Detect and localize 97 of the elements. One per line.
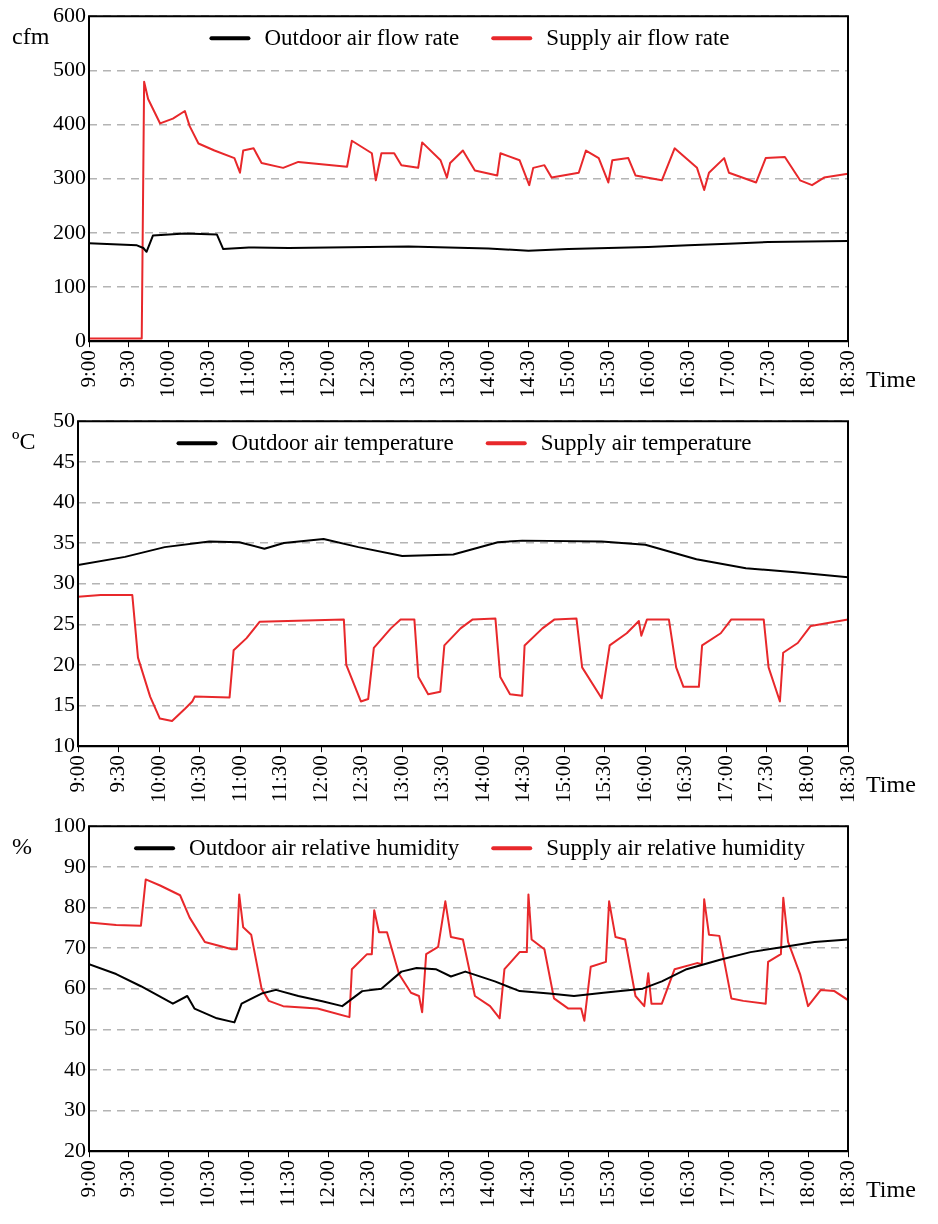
x-tick-label: 13:00 — [388, 755, 413, 804]
y-tick-label: 50 — [64, 1015, 86, 1041]
x-tick-label: 12:30 — [348, 755, 373, 804]
x-tick-label: 14:30 — [514, 350, 539, 399]
x-tick-label: 17:30 — [754, 350, 779, 399]
y-tick-label: 0 — [75, 326, 86, 352]
x-tick-label: 14:00 — [474, 1160, 499, 1209]
y-tick-label: 600 — [53, 1, 86, 27]
x-tick-label: 17:00 — [714, 350, 739, 399]
y-tick-label: 20 — [64, 1136, 86, 1162]
x-tick-label: 14:30 — [510, 755, 535, 804]
x-tick-label: 17:00 — [714, 1160, 739, 1209]
y-tick-label: 70 — [64, 933, 86, 959]
x-tick-label: 10:30 — [195, 350, 220, 399]
y-tick-label: 500 — [53, 56, 86, 82]
x-tick-label: 12:30 — [355, 350, 380, 399]
x-axis-title: Time — [866, 1176, 916, 1203]
y-tick-label: 90 — [64, 852, 86, 878]
legend-label: Supply air flow rate — [546, 25, 730, 51]
legend-label: Outdoor air temperature — [231, 430, 454, 456]
y-tick-label: 35 — [53, 528, 75, 554]
x-tick-label: 14:00 — [474, 350, 499, 399]
y-tick-label: 30 — [53, 569, 75, 595]
y-axis-title: ºC — [12, 428, 36, 455]
x-tick-label: 10:30 — [186, 755, 211, 804]
x-tick-label: 14:00 — [469, 755, 494, 804]
y-tick-label: 40 — [64, 1055, 86, 1081]
x-tick-label: 17:00 — [712, 755, 737, 804]
y-tick-label: 45 — [53, 447, 75, 473]
x-tick-label: 11:00 — [235, 350, 260, 398]
legend-label: Supply air relative humidity — [546, 835, 806, 861]
x-tick-label: 10:00 — [155, 350, 180, 399]
x-tick-label: 9:30 — [115, 350, 140, 388]
y-tick-label: 200 — [53, 218, 86, 244]
x-tick-label: 13:30 — [435, 1160, 460, 1209]
x-tick-label: 18:30 — [834, 755, 859, 804]
x-tick-label: 18:30 — [834, 1160, 859, 1209]
x-tick-label: 10:00 — [145, 755, 170, 804]
x-tick-label: 13:00 — [395, 1160, 420, 1209]
x-tick-label: 9:00 — [75, 1160, 100, 1198]
x-tick-label: 14:30 — [514, 1160, 539, 1209]
legend-label: Outdoor air flow rate — [264, 25, 460, 51]
x-tick-label: 15:00 — [554, 1160, 579, 1209]
y-tick-label: 400 — [53, 110, 86, 136]
x-tick-label: 17:30 — [754, 1160, 779, 1209]
y-tick-label: 15 — [53, 691, 75, 717]
x-tick-label: 16:30 — [674, 350, 699, 399]
x-tick-label: 12:00 — [315, 1160, 340, 1209]
x-tick-label: 11:00 — [226, 755, 251, 803]
x-tick-label: 16:30 — [674, 1160, 699, 1209]
x-tick-label: 15:00 — [550, 755, 575, 804]
x-tick-label: 15:00 — [554, 350, 579, 399]
x-tick-label: 10:00 — [155, 1160, 180, 1209]
y-tick-label: 60 — [64, 974, 86, 1000]
x-tick-label: 18:00 — [793, 755, 818, 804]
x-tick-label: 16:00 — [634, 350, 659, 399]
x-tick-label: 12:30 — [355, 1160, 380, 1209]
x-tick-label: 13:30 — [435, 350, 460, 399]
y-tick-label: 10 — [53, 731, 75, 757]
x-axis-title: Time — [866, 366, 916, 393]
legend-label: Outdoor air relative humidity — [189, 835, 460, 861]
x-tick-label: 12:00 — [315, 350, 340, 399]
x-tick-label: 18:30 — [834, 350, 859, 399]
y-axis-title: cfm — [12, 23, 50, 50]
x-tick-label: 18:00 — [794, 1160, 819, 1209]
x-tick-label: 15:30 — [591, 755, 616, 804]
legend-label: Supply air temperature — [540, 430, 752, 456]
x-tick-label: 16:30 — [672, 755, 697, 804]
x-tick-label: 9:00 — [75, 350, 100, 388]
x-tick-label: 9:00 — [64, 755, 89, 793]
x-tick-label: 16:00 — [631, 755, 656, 804]
y-tick-label: 50 — [53, 406, 75, 432]
y-tick-label: 20 — [53, 650, 75, 676]
y-axis-title: % — [12, 833, 32, 860]
x-tick-label: 12:00 — [307, 755, 332, 804]
y-tick-label: 100 — [53, 272, 86, 298]
x-tick-label: 17:30 — [753, 755, 778, 804]
x-tick-label: 9:30 — [115, 1160, 140, 1198]
x-tick-label: 16:00 — [634, 1160, 659, 1209]
x-axis-title: Time — [866, 771, 916, 798]
x-tick-label: 9:30 — [105, 755, 130, 793]
x-tick-label: 11:00 — [235, 1160, 260, 1208]
x-tick-label: 10:30 — [195, 1160, 220, 1209]
y-tick-label: 40 — [53, 488, 75, 514]
y-tick-label: 30 — [64, 1096, 86, 1122]
x-tick-label: 11:30 — [275, 1160, 300, 1208]
x-tick-label: 11:30 — [275, 350, 300, 398]
y-tick-label: 100 — [53, 811, 86, 837]
x-tick-label: 13:30 — [429, 755, 454, 804]
x-tick-label: 18:00 — [794, 350, 819, 399]
x-tick-label: 15:30 — [594, 1160, 619, 1209]
x-tick-label: 13:00 — [395, 350, 420, 399]
y-tick-label: 25 — [53, 610, 75, 636]
x-tick-label: 15:30 — [594, 350, 619, 399]
y-tick-label: 80 — [64, 893, 86, 919]
y-tick-label: 300 — [53, 164, 86, 190]
x-tick-label: 11:30 — [267, 755, 292, 803]
